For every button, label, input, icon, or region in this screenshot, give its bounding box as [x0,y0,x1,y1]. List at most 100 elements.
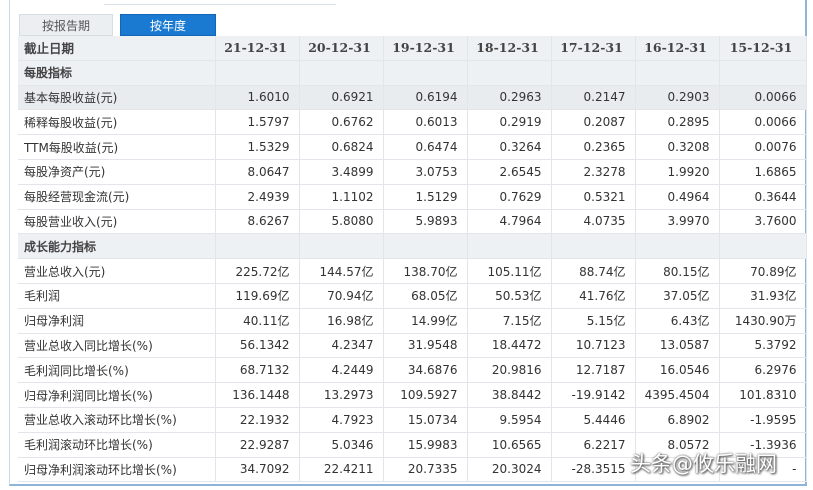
value-cell: 5.8080 [299,209,384,235]
value-cell: 6.8902 [635,407,720,433]
value-cell: 0.0066 [719,109,807,136]
table-row[interactable]: 每股营业收入(元) 8.6267 5.8080 5.9893 4.7964 4.0735 3… [18,209,807,235]
value-cell: 105.11亿 [467,258,552,284]
value-cell: 5.15亿 [551,308,636,334]
value-cell: 5.3792 [719,333,807,359]
value-cell: 0.0066 [719,85,807,111]
table-row[interactable]: 归母净利润滚动环比增长(%) 34.7092 22.4211 20.7335 20.30… [18,457,807,483]
table-row[interactable]: 毛利润同比增长(%) 68.7132 4.2449 34.6876 20.9816 12.… [18,357,807,384]
table-row[interactable]: TTM每股收益(元) 1.5329 0.6824 0.6474 0.3264 0.2365… [18,134,807,160]
header-date: 20-12-31 [299,36,384,61]
section-filler-cell [635,60,720,86]
value-cell: 8.0647 [215,159,300,185]
section-header-row: 每股指标 [18,60,807,86]
section-filler-cell [467,233,552,260]
row-label: 营业总收入(元) [18,258,216,284]
value-cell: 20.7335 [383,457,468,483]
section-filler-cell [551,60,636,86]
value-cell: 41.76亿 [551,283,636,309]
value-cell: 0.7629 [467,184,552,210]
value-cell: 5.9893 [383,209,468,235]
section-filler-cell [383,233,468,260]
row-label: TTM每股收益(元) [18,134,216,160]
value-cell: 1.5797 [215,109,300,136]
value-cell: 5.0346 [299,432,384,458]
row-label: 毛利润滚动环比增长(%) [18,432,216,458]
value-cell: 88.74亿 [551,258,636,284]
value-cell: 1.6865 [719,159,807,185]
row-label: 稀释每股收益(元) [18,109,216,136]
value-cell: 0.6762 [299,109,384,136]
value-cell: 13.2973 [299,382,384,408]
table-row[interactable]: 每股净资产(元) 8.0647 3.4899 3.0753 2.6545 2.3278 1.… [18,159,807,185]
value-cell: 37.05亿 [635,283,720,309]
value-cell: 4.2449 [299,357,384,384]
row-label: 归母净利润滚动环比增长(%) [18,457,216,483]
value-cell: 20.3024 [467,457,552,483]
value-cell: 9.5954 [467,407,552,433]
value-cell: 70.89亿 [719,258,807,284]
value-cell: 14.99亿 [383,308,468,334]
value-cell: 22.1932 [215,407,300,433]
value-cell: 6.2217 [551,432,636,458]
value-cell: 15.0734 [383,407,468,433]
value-cell: 1.5129 [383,184,468,210]
value-cell: 1430.90万 [719,308,807,334]
section-filler-cell [551,233,636,260]
value-cell: 0.6013 [383,109,468,136]
section-filler-cell [719,233,807,260]
value-cell: 3.9970 [635,209,720,235]
value-cell: 0.0076 [719,134,807,160]
header-date: 21-12-31 [215,36,300,61]
value-cell: 6.43亿 [635,308,720,334]
value-cell: 0.6474 [383,134,468,160]
section-title: 成长能力指标 [18,233,216,260]
value-cell: 0.5321 [551,184,636,210]
value-cell: 109.5927 [383,382,468,408]
value-cell: 34.6876 [383,357,468,384]
value-cell: 0.6194 [383,85,468,111]
table-row[interactable]: 毛利润滚动环比增长(%) 22.9287 5.0346 15.9983 10.6565 6… [18,432,807,458]
value-cell: 0.6824 [299,134,384,160]
watermark: 头条@攸乐融网 [630,452,777,476]
table-row[interactable]: 归母净利润同比增长(%) 136.1448 13.2973 109.5927 38.84… [18,382,807,408]
value-cell: 68.7132 [215,357,300,384]
tab-by-year[interactable]: 按年度 [120,14,216,36]
header-date: 19-12-31 [383,36,468,61]
table-row[interactable]: 营业总收入同比增长(%) 56.1342 4.2347 31.9548 18.4472 1… [18,333,807,359]
value-cell: 10.6565 [467,432,552,458]
table-row[interactable]: 稀释每股收益(元) 1.5797 0.6762 0.6013 0.2919 0.2087 0… [18,109,807,136]
value-cell: 0.2365 [551,134,636,160]
table-row[interactable]: 营业总收入(元) 225.72亿 144.57亿 138.70亿 105.11亿 88.7… [18,258,807,284]
row-label: 营业总收入滚动环比增长(%) [18,407,216,433]
section-header-row: 成长能力指标 [18,233,807,260]
value-cell: 1.9920 [635,159,720,185]
value-cell: 3.4899 [299,159,384,185]
value-cell: 3.0753 [383,159,468,185]
value-cell: 70.94亿 [299,283,384,309]
value-cell: 138.70亿 [383,258,468,284]
value-cell: - [719,457,807,483]
row-label: 每股经营现金流(元) [18,184,216,210]
section-filler-cell [383,60,468,86]
value-cell: 7.15亿 [467,308,552,334]
value-cell: 2.3278 [551,159,636,185]
value-cell: 10.7123 [551,333,636,359]
value-cell: 4.7923 [299,407,384,433]
table-row[interactable]: 每股经营现金流(元) 2.4939 1.1102 1.5129 0.7629 0.5321… [18,184,807,210]
section-filler-cell [719,60,807,86]
value-cell: 0.2147 [551,85,636,111]
section-filler-cell [635,233,720,260]
section-filler-cell [299,60,384,86]
table-row[interactable]: 归母净利润 40.11亿 16.98亿 14.99亿 7.15亿 5.15亿 6.43亿 14… [18,308,807,334]
table-row[interactable]: 营业总收入滚动环比增长(%) 22.1932 4.7923 15.0734 9.5954… [18,407,807,433]
header-date: 16-12-31 [635,36,720,61]
tab-by-report-period[interactable]: 按报告期 [19,14,113,36]
value-cell: 80.15亿 [635,258,720,284]
table-row[interactable]: 基本每股收益(元) 1.6010 0.6921 0.6194 0.2963 0.2147 0… [18,85,807,111]
value-cell: 0.2087 [551,109,636,136]
value-cell: 0.2903 [635,85,720,111]
value-cell: 12.7187 [551,357,636,384]
value-cell: 144.57亿 [299,258,384,284]
table-row[interactable]: 毛利润 119.69亿 70.94亿 68.05亿 50.53亿 41.76亿 37.05亿… [18,283,807,309]
